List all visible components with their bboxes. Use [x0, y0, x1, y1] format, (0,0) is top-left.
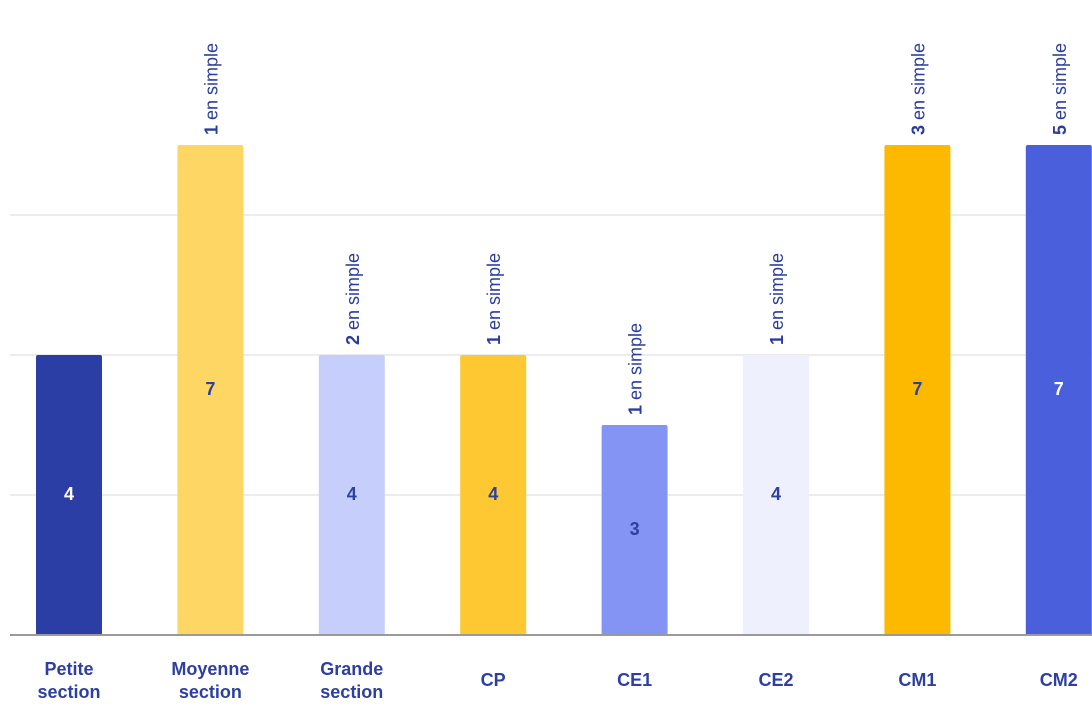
- bar: [318, 355, 385, 635]
- simple-label: 1 en simple: [626, 323, 646, 415]
- x-tick-label: Petite section: [37, 659, 101, 702]
- simple-text: en simple: [908, 43, 928, 120]
- value-label: 4: [488, 484, 498, 504]
- bar: [601, 425, 668, 635]
- x-tick-label: CP: [480, 670, 506, 691]
- value-label: 4: [347, 484, 357, 504]
- simple-count: 1: [484, 335, 504, 345]
- value-label: 4: [64, 484, 74, 504]
- bar: [1025, 145, 1092, 635]
- bar: [884, 145, 951, 635]
- bar: [460, 355, 527, 635]
- simple-label: 1 en simple: [484, 253, 504, 345]
- simple-label: 1 en simple: [767, 253, 787, 345]
- simple-count: 1: [767, 335, 787, 345]
- simple-text: en simple: [343, 253, 363, 330]
- simple-text: en simple: [484, 253, 504, 330]
- simple-text: en simple: [626, 323, 646, 400]
- simple-label: 3 en simple: [908, 43, 928, 135]
- x-tick-label: CM2: [1039, 670, 1078, 691]
- simple-count: 2: [343, 335, 363, 345]
- bar: [177, 145, 244, 635]
- simple-label: 5 en simple: [1050, 43, 1070, 135]
- simple-text: en simple: [1050, 43, 1070, 120]
- simple-count: 1: [626, 405, 646, 415]
- value-label: 7: [912, 379, 922, 399]
- value-label: 3: [630, 519, 640, 539]
- simple-count: 5: [1050, 125, 1070, 135]
- simple-count: 1: [201, 125, 221, 135]
- value-label: 7: [1054, 379, 1064, 399]
- value-label: 7: [205, 379, 215, 399]
- bar: [743, 355, 809, 635]
- x-tick-label: CE1: [617, 670, 653, 691]
- simple-text: en simple: [201, 43, 221, 120]
- x-tick-label: CE2: [758, 670, 794, 691]
- x-tick-label: CM1: [898, 670, 937, 691]
- simple-label: 1 en simple: [201, 43, 221, 135]
- x-tick-label: Moyenne section: [171, 659, 250, 702]
- x-tick-label: Grande section: [320, 659, 384, 702]
- value-label: 4: [771, 484, 781, 504]
- simple-text: en simple: [767, 253, 787, 330]
- simple-count: 3: [908, 125, 928, 135]
- simple-label: 2 en simple: [343, 253, 363, 345]
- bar: [36, 355, 102, 635]
